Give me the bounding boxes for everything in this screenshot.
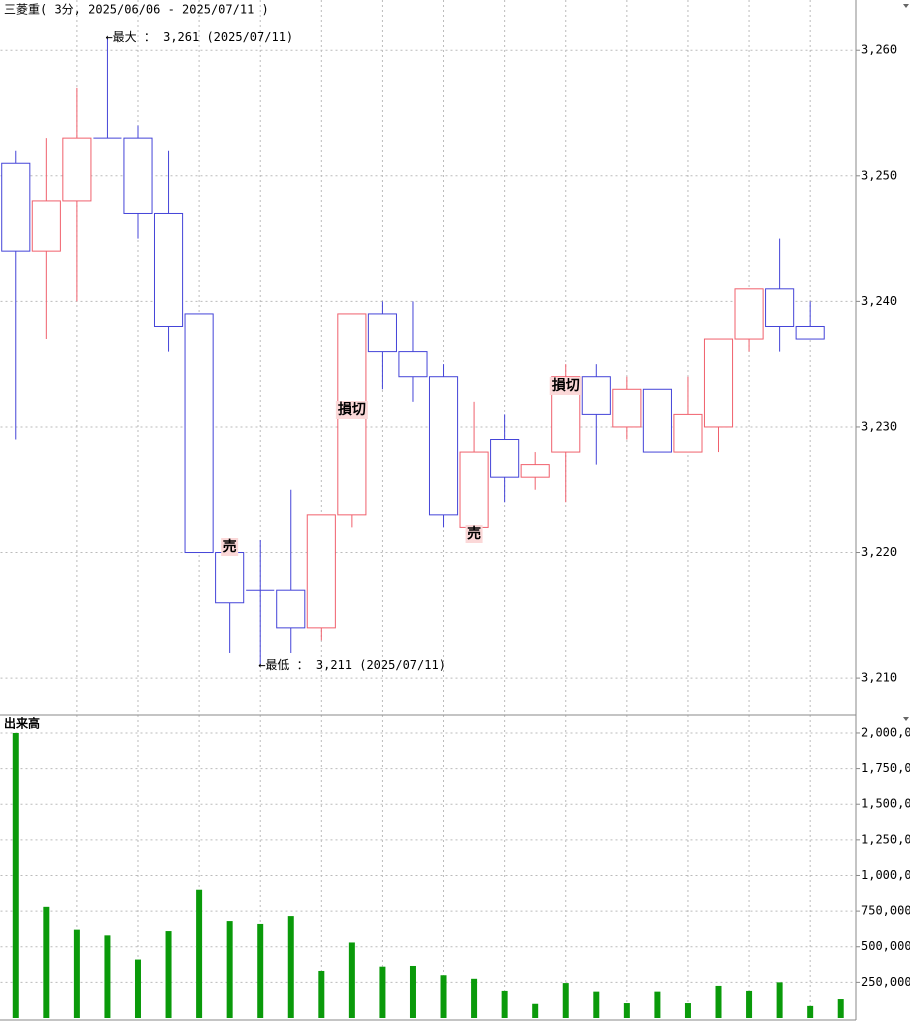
candle-body [1, 162, 31, 252]
volume-bar [287, 916, 294, 1018]
candle-body [459, 451, 489, 528]
candle-body [581, 376, 611, 415]
y-tick-label: 250,000 [861, 975, 910, 989]
volume-bar [776, 982, 783, 1018]
candle-body [795, 325, 825, 340]
max-annotation: ←最大 ： 3,261 (2025/07/11) [105, 30, 293, 44]
y-tick-label: 1,500,0 [861, 797, 910, 811]
signal-bg [221, 538, 239, 556]
candle-body [123, 137, 153, 214]
volume-bar [348, 942, 355, 1018]
signal-bg [465, 525, 483, 543]
y-tick-label: 750,000 [861, 904, 910, 918]
volume-bar [318, 970, 325, 1018]
menu-arrow[interactable] [903, 4, 909, 8]
volume-bar [562, 983, 569, 1018]
y-tick-label: 3,230 [861, 419, 897, 433]
volume-bar [257, 923, 264, 1018]
volume-bar [501, 990, 508, 1018]
volume-bar [43, 906, 50, 1018]
y-tick-label: 2,000,0 [861, 725, 910, 739]
signal-bg [335, 401, 368, 419]
volume-bar [837, 999, 844, 1018]
candle-body [428, 376, 459, 516]
volume-bar [746, 990, 753, 1018]
signal-label: 売 [467, 525, 481, 542]
volume-bar [379, 966, 386, 1018]
volume-bar [807, 1005, 814, 1018]
volume-bar [684, 1003, 691, 1018]
marks-layer: 売 損切売 損切 [1, 37, 844, 1018]
candle-body [612, 388, 642, 428]
y-tick-label: 3,250 [861, 168, 897, 182]
y-tick-label: 3,220 [861, 545, 897, 559]
volume-title: 出来高 [4, 716, 40, 731]
candle-body [215, 552, 245, 604]
candle-body [642, 388, 672, 453]
candle-body [520, 464, 550, 478]
y-tick-label: 3,260 [861, 43, 897, 57]
volume-bar [593, 991, 600, 1018]
candle-body [398, 351, 428, 378]
signal-label: 損切 [552, 377, 580, 394]
volume-bar [623, 1003, 630, 1018]
y-tick-label: 1,000,0 [861, 868, 910, 882]
y-tick-label: 1,750,0 [861, 761, 910, 775]
volume-bar [226, 921, 233, 1018]
menu-arrow[interactable] [903, 717, 909, 721]
candle-body [490, 439, 520, 478]
y-tick-label: 3,210 [861, 671, 897, 685]
candle-body [62, 137, 92, 202]
volume-bar [715, 985, 722, 1018]
volume-bar [654, 991, 661, 1018]
signal-label: 売 [223, 538, 237, 555]
candle-body [734, 288, 764, 340]
candle-body [367, 313, 397, 353]
candle-body [184, 313, 214, 554]
candle-body [306, 514, 336, 629]
candle-body [276, 589, 306, 629]
volume-bar [196, 889, 203, 1018]
y-tick-label: 500,000 [861, 939, 910, 953]
min-annotation: ←最低 ： 3,211 (2025/07/11) [258, 658, 446, 672]
candle-body [153, 212, 184, 327]
candle-body [673, 413, 703, 453]
candle-body [703, 338, 734, 428]
volume-bar [73, 929, 80, 1018]
chart-title: 三菱重( 3分, 2025/06/06 - 2025/07/11 ) [4, 3, 269, 17]
volume-bar [471, 978, 478, 1018]
signal-bg [549, 377, 582, 395]
volume-bar [165, 931, 172, 1018]
volume-bar [532, 1003, 539, 1018]
volume-bar [409, 965, 416, 1018]
signal-label: 損切 [338, 401, 366, 418]
volume-bar [134, 959, 141, 1018]
volume-bar [12, 732, 19, 1018]
candle-body [31, 200, 61, 252]
y-tick-label: 3,240 [861, 294, 897, 308]
y-tick-label: 1,250,0 [861, 832, 910, 846]
volume-bar [104, 935, 111, 1018]
candle-body [765, 288, 795, 327]
volume-bar [440, 975, 447, 1018]
